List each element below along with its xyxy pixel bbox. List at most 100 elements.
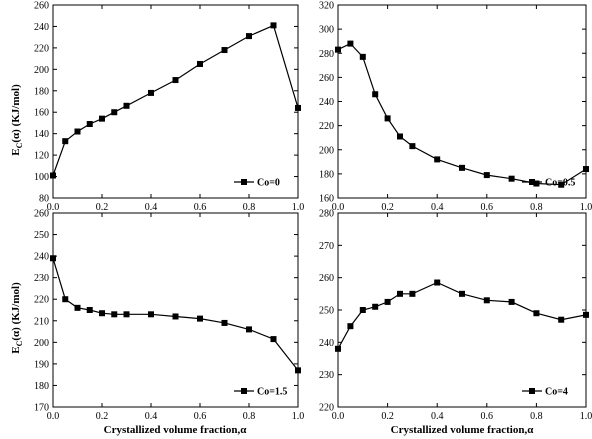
- data-point: [508, 175, 515, 182]
- x-tick-label: 0.6: [481, 202, 494, 213]
- chart-panel-3: 0.0 0.2 0.4 0.6 0.8 1.0 170 180 190 200 210 220 230 2…: [34, 209, 304, 423]
- legend-label: Co=0.5: [545, 178, 575, 189]
- data-point: [335, 345, 341, 352]
- data-point: [583, 166, 589, 173]
- data-point: [50, 255, 56, 262]
- data-point: [148, 89, 154, 96]
- x-tick-label: 0.0: [47, 202, 60, 213]
- x-tick-label: 0.8: [530, 411, 543, 422]
- series-line: [337, 42, 587, 186]
- data-point: [533, 310, 540, 317]
- x-tick-label: 0.8: [243, 411, 256, 422]
- y-tick-label: 260: [34, 209, 49, 220]
- x-tick-label: 0.0: [332, 202, 345, 213]
- data-point: [372, 303, 379, 310]
- y-tick-label: 180: [34, 86, 49, 97]
- y-tick-label: 220: [319, 403, 334, 414]
- data-point: [197, 60, 203, 67]
- y-tick-label: 200: [34, 65, 49, 76]
- y-tick-label: 300: [319, 25, 334, 36]
- data-point: [372, 91, 379, 98]
- data-point: [50, 172, 56, 179]
- legend-label: Co=0: [257, 178, 280, 189]
- chart-panel-4: 0.0 0.2 0.4 0.6 0.8 1.0 220 230 240 250 260 270 280 C…: [319, 209, 592, 423]
- y-tick-label: 190: [34, 359, 49, 370]
- y-tick-label: 240: [34, 22, 49, 33]
- data-point: [221, 319, 228, 326]
- y-tick-label: 120: [34, 151, 49, 162]
- data-point: [459, 164, 465, 171]
- data-point: [508, 298, 515, 305]
- y-tick-label: 160: [319, 194, 334, 205]
- x-tick-label: 0.0: [47, 411, 60, 422]
- y-tick-label: 240: [319, 338, 334, 349]
- y-tick-label: 160: [34, 108, 49, 119]
- y-tick-label: 260: [319, 73, 334, 84]
- series-line: [52, 24, 299, 176]
- data-point: [347, 40, 354, 47]
- ylabel-bottom-main: E: [10, 346, 22, 353]
- data-point: [583, 311, 589, 318]
- x-tick-label: 0.8: [243, 202, 256, 213]
- legend-marker: [241, 179, 247, 185]
- y-tick-label: 210: [34, 316, 49, 327]
- data-point: [359, 53, 366, 60]
- x-tick-label: 1.0: [580, 202, 592, 213]
- xlabel-right: Crystallized volume fraction,α: [391, 424, 535, 436]
- data-point: [86, 307, 93, 313]
- y-tick-label: 180: [34, 381, 49, 392]
- data-point: [172, 313, 179, 320]
- data-point: [434, 279, 441, 286]
- data-point: [384, 115, 391, 122]
- data-point: [111, 109, 118, 116]
- data-point: [397, 133, 403, 140]
- x-tick-label: 1.0: [580, 411, 592, 422]
- y-tick-label: 80: [39, 194, 49, 205]
- y-tick-label: 240: [319, 97, 334, 108]
- data-point: [295, 104, 301, 111]
- data-point: [172, 77, 179, 84]
- y-tick-label: 270: [319, 241, 334, 252]
- data-point: [86, 121, 93, 128]
- xlabel-left: Crystallized volume fraction,α: [104, 424, 248, 436]
- x-tick-label: 0.8: [530, 202, 543, 213]
- y-tick-label: 200: [34, 338, 49, 349]
- y-tick-label: 220: [34, 43, 49, 54]
- y-tick-label: 220: [34, 295, 49, 306]
- y-tick-label: 140: [34, 129, 49, 140]
- data-point: [347, 323, 354, 330]
- data-point: [533, 180, 540, 187]
- data-point: [335, 46, 341, 53]
- x-tick-label: 0.4: [145, 411, 158, 422]
- chart-panel-2: 0.0 0.2 0.4 0.6 0.8 1.0 160 180 200 220 240 260 280 3…: [319, 1, 592, 214]
- legend-marker: [529, 388, 535, 394]
- data-point: [384, 298, 391, 305]
- x-tick-label: 0.6: [194, 202, 207, 213]
- x-tick-label: 0.4: [145, 202, 158, 213]
- data-point: [558, 316, 565, 323]
- plot-frame: [52, 4, 299, 199]
- data-point: [62, 296, 69, 303]
- ylabel-bottom-rest: (α) (KJ/mol): [10, 282, 22, 341]
- data-point: [74, 304, 81, 311]
- data-point: [483, 297, 490, 304]
- y-tick-label: 280: [319, 209, 334, 220]
- data-point: [409, 143, 416, 150]
- legend-label: Co=1.5: [257, 387, 287, 398]
- data-point: [459, 290, 465, 297]
- legend-label: Co=4: [545, 387, 568, 398]
- data-point: [246, 326, 252, 333]
- x-tick-label: 0.2: [96, 411, 109, 422]
- data-point: [111, 311, 118, 318]
- y-tick-label: 250: [319, 306, 334, 317]
- y-tick-label: 180: [319, 169, 334, 180]
- x-tick-label: 1.0: [292, 411, 305, 422]
- data-point: [62, 138, 69, 145]
- y-tick-label: 240: [34, 252, 49, 263]
- data-point: [246, 33, 252, 40]
- x-tick-label: 0.0: [332, 411, 345, 422]
- data-point: [99, 115, 105, 122]
- y-tick-label: 200: [319, 145, 334, 156]
- plot-frame: [337, 212, 587, 408]
